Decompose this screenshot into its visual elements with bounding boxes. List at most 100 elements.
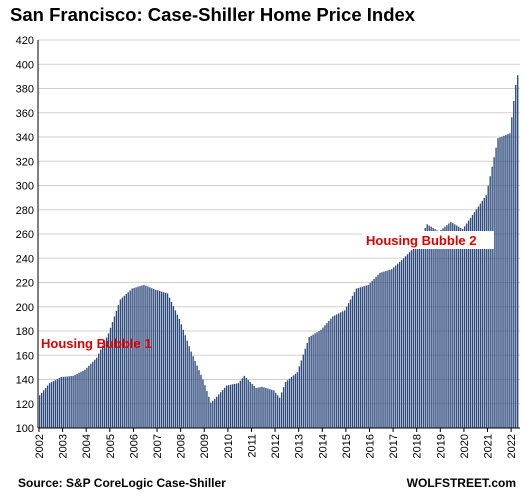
bar — [180, 324, 183, 428]
y-tick-label: 380 — [16, 84, 34, 96]
annotation-housing-bubble-1: Housing Bubble 1 — [41, 336, 152, 351]
bar — [471, 215, 474, 428]
bar — [430, 226, 432, 428]
bar — [145, 285, 147, 428]
bar — [385, 270, 387, 428]
bar — [157, 290, 159, 428]
annotations: Housing Bubble 1 Housing Bubble 2 — [41, 231, 494, 351]
bar — [172, 306, 175, 428]
bar — [135, 287, 137, 428]
bar — [336, 314, 338, 428]
bar — [408, 252, 411, 428]
bar — [94, 359, 96, 428]
bar — [499, 137, 501, 428]
bar — [216, 396, 218, 428]
bar — [353, 292, 356, 428]
bar — [182, 329, 184, 428]
bar — [341, 311, 344, 428]
bar — [273, 390, 275, 428]
bar — [139, 286, 141, 428]
bar — [277, 395, 279, 428]
bar — [40, 392, 43, 428]
bar — [422, 231, 424, 428]
bar — [428, 225, 430, 428]
bar — [133, 287, 135, 428]
bar — [52, 381, 55, 428]
bar — [339, 312, 342, 428]
x-tick-label: 2009 — [199, 434, 211, 458]
y-axis: 100 120 140 160 180 200 220 240 260 280 300 320 340 3… — [16, 35, 520, 435]
bar — [99, 349, 102, 428]
x-tick-label: 2008 — [176, 434, 188, 458]
x-tick-label: 2016 — [364, 434, 376, 458]
bar — [261, 386, 263, 428]
y-tick-label: 280 — [16, 205, 34, 217]
bar — [511, 117, 513, 428]
bar — [363, 286, 365, 428]
bar — [78, 372, 80, 428]
bar — [351, 295, 354, 428]
bar — [123, 295, 125, 428]
bar — [74, 374, 76, 428]
x-tick-label: 2005 — [105, 434, 117, 458]
bar — [265, 387, 267, 428]
bar — [404, 256, 407, 428]
bar — [381, 272, 383, 428]
bar — [318, 331, 320, 428]
bar — [284, 381, 287, 428]
bar — [458, 226, 460, 428]
bar — [491, 166, 493, 428]
x-tick-label: 2002 — [34, 434, 46, 458]
bar — [82, 370, 84, 428]
x-tick-label: 2015 — [341, 434, 353, 458]
bar — [345, 306, 348, 428]
bar — [50, 382, 53, 428]
bar — [64, 376, 66, 428]
bar — [62, 376, 64, 428]
bar — [397, 263, 399, 428]
bar — [375, 276, 377, 428]
y-tick-label: 160 — [16, 350, 34, 362]
bar — [517, 75, 519, 428]
bar — [115, 310, 118, 428]
bar — [379, 272, 381, 428]
x-tick-label: 2019 — [435, 434, 447, 458]
bar — [235, 383, 238, 428]
bar — [324, 325, 326, 428]
bar — [383, 271, 385, 428]
bar — [267, 388, 269, 428]
bar — [316, 332, 318, 428]
bar — [418, 238, 421, 428]
bar — [98, 353, 100, 428]
bar — [298, 366, 301, 428]
bar — [249, 381, 251, 428]
bar — [243, 375, 245, 428]
bar — [200, 374, 202, 428]
bar — [239, 380, 242, 428]
bar — [461, 229, 464, 428]
x-tick-label: 2020 — [459, 434, 471, 458]
bar — [121, 297, 123, 428]
bar — [84, 369, 86, 428]
bar-series — [39, 75, 519, 429]
bar — [237, 383, 240, 428]
x-tick-label: 2018 — [412, 434, 424, 458]
bar — [103, 341, 106, 428]
bar — [369, 282, 371, 428]
bar — [221, 390, 224, 428]
bar — [143, 284, 145, 428]
bar — [160, 291, 163, 428]
bar — [426, 224, 428, 428]
bar — [263, 387, 265, 428]
y-tick-label: 340 — [16, 132, 34, 144]
bar — [338, 313, 340, 428]
bar — [493, 157, 495, 428]
bar — [214, 398, 216, 428]
bar — [202, 379, 204, 428]
bar — [233, 383, 236, 428]
bar — [452, 223, 454, 428]
y-tick-label: 240 — [16, 253, 34, 265]
bar — [176, 314, 179, 428]
x-tick-label: 2004 — [81, 434, 93, 458]
bar — [162, 292, 165, 428]
